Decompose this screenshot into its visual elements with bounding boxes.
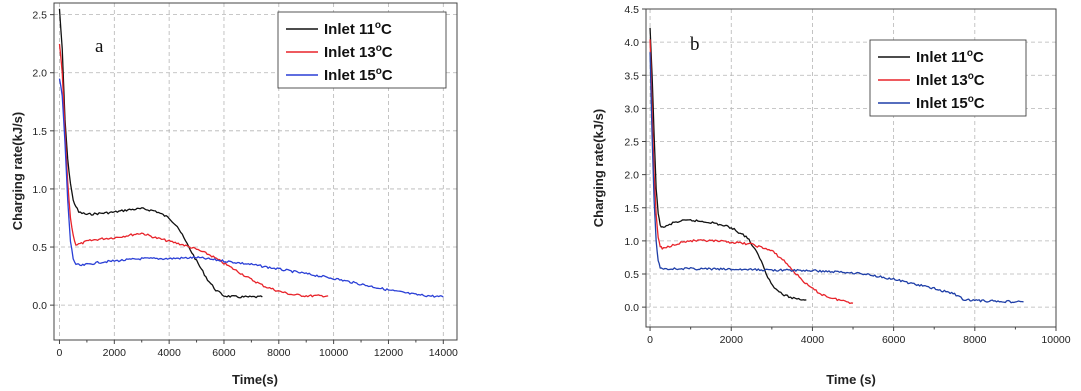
- x-tick-label: 10000: [319, 347, 348, 359]
- legend: Inlet 11oC Inlet 13oC Inlet 15oC: [277, 11, 447, 89]
- x-tick-label: 2000: [103, 347, 127, 359]
- x-tick-label: 0: [57, 347, 63, 359]
- y-tick-label: 0.5: [32, 242, 47, 254]
- x-tick-label: 14000: [429, 347, 458, 359]
- x-axis-title: Time(s): [232, 372, 278, 387]
- x-tick-label: 4000: [801, 334, 825, 346]
- series-line-0: [58, 8, 263, 299]
- x-tick-label: 0: [647, 334, 653, 346]
- legend-label: Inlet 13oC: [916, 71, 985, 89]
- y-tick-label: 4.0: [624, 37, 639, 49]
- y-tick-label: 0.0: [624, 302, 639, 314]
- y-tick-label: 1.5: [624, 203, 639, 215]
- y-tick-label: 1.5: [32, 126, 47, 138]
- y-axis-title: Charging rate(kJ/s): [10, 112, 25, 230]
- x-tick-label: 8000: [267, 347, 291, 359]
- series-line-1: [649, 39, 854, 305]
- y-tick-label: 0.5: [624, 269, 639, 281]
- legend-label: Inlet 15oC: [916, 94, 985, 112]
- x-tick-label: 10000: [1041, 334, 1070, 346]
- y-tick-label: 2.0: [624, 170, 639, 182]
- y-tick-label: 2.5: [32, 10, 47, 22]
- y-tick-label: 3.0: [624, 103, 639, 115]
- y-tick-label: 2.5: [624, 137, 639, 149]
- chart-panel-a: 0 2000 4000 6000 8000 10000 12000 14000 0.0 0.5 1.…: [10, 2, 458, 387]
- y-axis-title: Charging rate(kJ/s): [591, 109, 606, 227]
- x-tick-label: 12000: [374, 347, 403, 359]
- plot-frame: [53, 2, 458, 341]
- legend-label: Inlet 11oC: [916, 48, 984, 66]
- chart-panel-b: 0 2000 4000 6000 8000 10000 0.0 0.5 1.0 1.5 2.0 2.5…: [591, 4, 1071, 387]
- legend: Inlet 11oC Inlet 13oC Inlet 15oC: [869, 39, 1027, 117]
- legend-label: Inlet 13oC: [324, 43, 393, 61]
- plot-frame: [645, 8, 1057, 328]
- series-line-1: [58, 43, 329, 298]
- y-tick-label: 0.0: [32, 300, 47, 312]
- series-line-0: [649, 27, 807, 301]
- legend-label: Inlet 15oC: [324, 66, 393, 84]
- legend-label: Inlet 11oC: [324, 20, 392, 38]
- y-tick-label: 4.5: [624, 4, 639, 16]
- series-line-2: [58, 78, 444, 298]
- x-tick-label: 2000: [720, 334, 744, 346]
- panel-letter: b: [690, 34, 700, 55]
- y-tick-label: 2.0: [32, 68, 47, 80]
- x-axis-title: Time (s): [826, 372, 876, 387]
- x-tick-label: 6000: [882, 334, 906, 346]
- x-tick-label: 4000: [157, 347, 181, 359]
- x-tick-label: 8000: [963, 334, 987, 346]
- y-tick-label: 1.0: [32, 184, 47, 196]
- series-line-2: [649, 52, 1024, 304]
- panel-letter: a: [95, 36, 104, 57]
- x-tick-label: 6000: [212, 347, 236, 359]
- y-tick-label: 1.0: [624, 236, 639, 248]
- y-tick-label: 3.5: [624, 70, 639, 82]
